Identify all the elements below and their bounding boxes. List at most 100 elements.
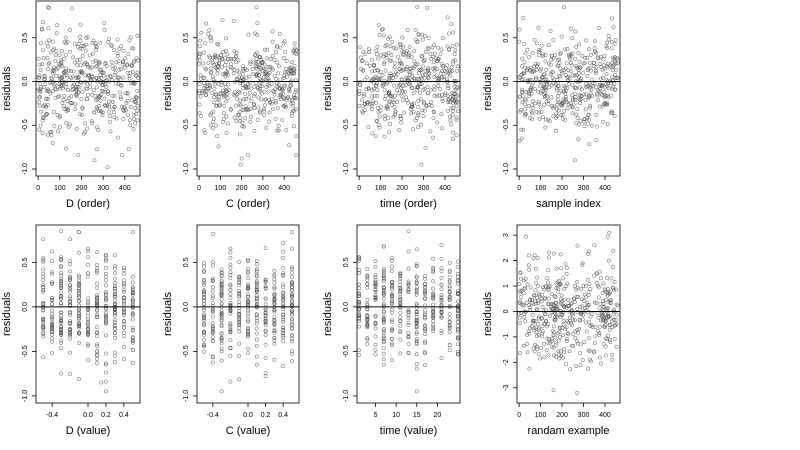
scatter-point — [597, 333, 602, 337]
scatter-point — [254, 289, 259, 294]
scatter-point — [574, 364, 578, 368]
scatter-point — [365, 273, 370, 278]
scatter-point — [202, 86, 207, 91]
scatter-point — [446, 98, 451, 103]
scatter-point — [563, 91, 568, 96]
scatter-point — [272, 286, 277, 291]
scatter-point — [198, 76, 203, 81]
scatter-point — [287, 97, 292, 102]
scatter-point — [596, 56, 601, 61]
scatter-point — [424, 78, 429, 83]
scatter-point — [603, 336, 608, 341]
scatter-point — [540, 331, 545, 336]
scatter-point — [416, 125, 421, 130]
scatter-point — [406, 288, 411, 293]
scatter-point — [41, 334, 46, 339]
scatter-point — [586, 310, 591, 315]
scatter-point — [560, 299, 565, 304]
scatter-point — [431, 116, 436, 121]
scatter-point — [412, 101, 417, 106]
scatter-point — [294, 153, 298, 157]
scatter-point — [413, 118, 418, 123]
scatter-point — [390, 307, 394, 312]
y-tick-label: 0.0 — [183, 77, 190, 87]
scatter-point — [423, 351, 427, 356]
scatter-point — [272, 74, 277, 78]
scatter-point — [235, 76, 240, 81]
scatter-point — [290, 334, 294, 339]
scatter-point — [360, 104, 365, 108]
scatter-point — [202, 282, 206, 287]
scatter-point — [447, 297, 452, 302]
scatter-point — [425, 6, 430, 10]
scatter-point — [202, 323, 206, 328]
scatter-point — [532, 37, 537, 42]
x-tick-label: 0.4 — [278, 412, 288, 419]
scatter-point — [50, 281, 55, 286]
scatter-point — [130, 70, 135, 74]
scatter-point — [86, 311, 90, 316]
scatter-point — [112, 353, 117, 358]
scatter-point — [68, 328, 73, 333]
scatter-point — [219, 338, 224, 343]
scatter-point — [49, 133, 54, 138]
scatter-point — [59, 324, 64, 329]
scatter-point — [267, 119, 271, 124]
scatter-point — [119, 83, 124, 88]
scatter-point — [603, 344, 608, 349]
scatter-point — [253, 53, 257, 58]
scatter-point — [281, 290, 286, 295]
scatter-point — [78, 63, 83, 68]
scatter-point — [112, 324, 117, 329]
scatter-point — [74, 126, 79, 131]
scatter-point — [421, 100, 426, 105]
scatter-point — [447, 67, 452, 72]
scatter-point — [553, 82, 558, 86]
scatter-point — [50, 308, 55, 313]
scatter-point — [281, 55, 286, 60]
scatter-point — [44, 104, 49, 109]
scatter-point — [583, 117, 587, 122]
scatter-point — [604, 316, 609, 321]
scatter-point — [447, 326, 452, 330]
scatter-point — [527, 91, 532, 96]
scatter-point — [103, 361, 108, 366]
scatter-point — [272, 272, 277, 277]
plot-frame — [516, 0, 621, 177]
scatter-point — [272, 280, 277, 285]
scatter-point — [444, 66, 449, 71]
scatter-point — [277, 31, 282, 36]
scatter-point — [82, 62, 87, 67]
scatter-point — [47, 6, 51, 10]
scatter-point — [41, 283, 46, 288]
scatter-point — [219, 271, 224, 276]
scatter-point — [522, 41, 527, 46]
scatter-point — [524, 90, 528, 95]
scatter-point — [563, 72, 568, 77]
scatter-point — [431, 292, 436, 297]
scatter-point — [431, 314, 436, 318]
scatter-point — [528, 285, 533, 290]
scatter-point — [612, 323, 617, 328]
scatter-point — [131, 80, 136, 85]
scatter-point — [77, 273, 81, 278]
scatter-point — [432, 51, 437, 56]
scatter-point — [202, 288, 206, 293]
scatter-point — [257, 54, 262, 59]
scatter-point — [103, 252, 108, 257]
scatter-point — [123, 108, 128, 113]
scatter-point — [42, 73, 47, 78]
scatter-point — [112, 115, 117, 120]
scatter-point — [577, 92, 582, 97]
scatter-point — [423, 316, 427, 321]
scatter-point — [99, 380, 104, 385]
scatter-point — [573, 336, 578, 340]
x-tick-label: 200 — [556, 185, 568, 192]
scatter-point — [263, 356, 268, 361]
scatter-point — [420, 64, 425, 69]
scatter-point — [221, 94, 226, 99]
scatter-point — [108, 119, 113, 124]
scatter-point — [453, 48, 458, 53]
